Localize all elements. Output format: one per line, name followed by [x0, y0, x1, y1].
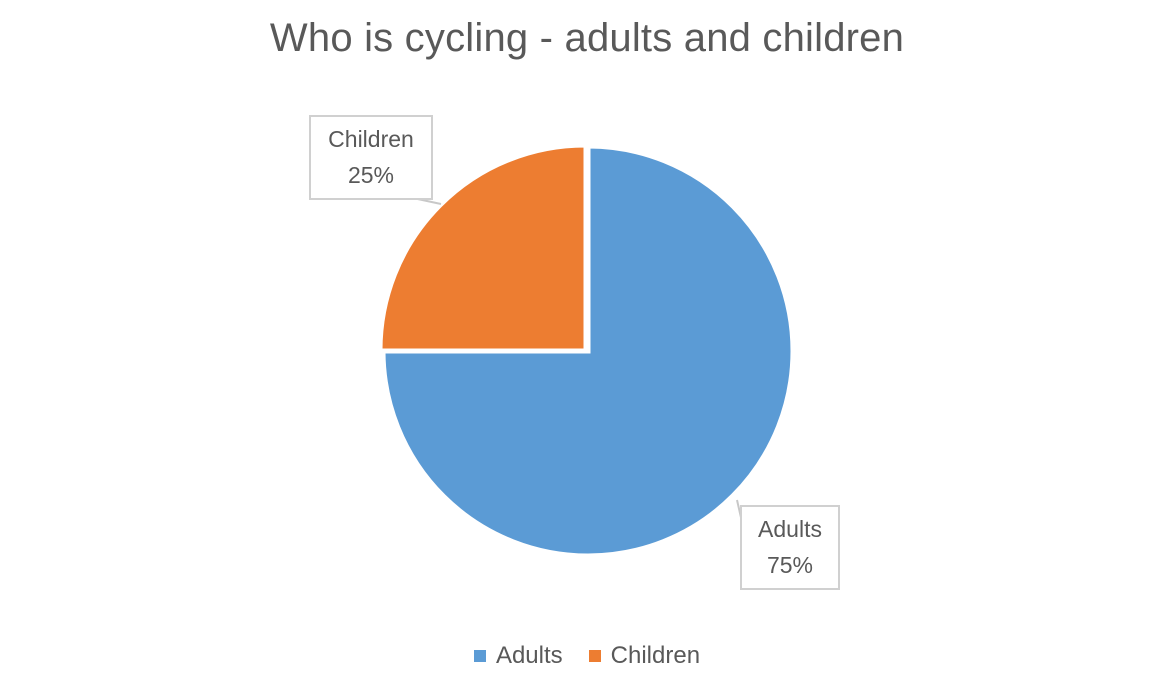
chart-title: Who is cycling - adults and children — [269, 16, 905, 60]
data-label-children-value: 25% — [347, 162, 395, 188]
data-label-adults-value: 75% — [766, 552, 814, 578]
data-label-children-name: Children — [328, 126, 414, 152]
legend-swatch-children-icon — [588, 650, 601, 662]
pie-slice-adults[interactable] — [382, 145, 794, 557]
legend-item-children[interactable]: Children — [588, 642, 701, 670]
legend-label-children: Children — [610, 642, 701, 669]
chart-legend: Adults Children — [0, 642, 1174, 670]
legend-label-adults: Adults — [495, 642, 563, 669]
data-label-adults: Adults 75% — [740, 505, 840, 590]
data-label-adults-name: Adults — [758, 516, 822, 542]
legend-swatch-adults-icon — [473, 650, 486, 662]
legend-item-adults[interactable]: Adults — [473, 642, 563, 670]
data-label-children: Children 25% — [309, 115, 433, 200]
pie-slice-children[interactable] — [379, 144, 587, 352]
